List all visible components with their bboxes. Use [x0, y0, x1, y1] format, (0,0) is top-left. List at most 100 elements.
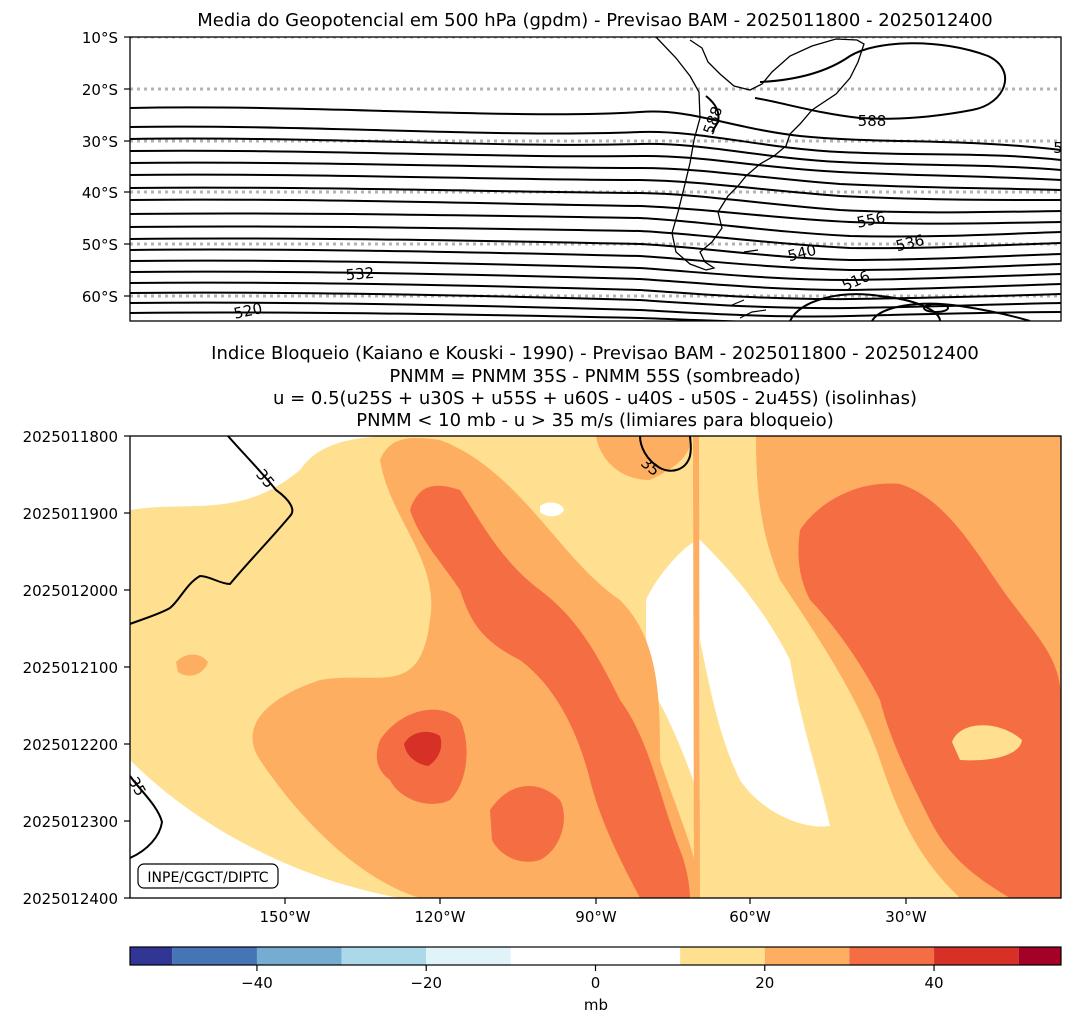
contour-528	[130, 281, 1061, 301]
y-tick-label: 30°S	[82, 133, 118, 151]
bottom-x-axis: 150°W 120°W 90°W 60°W 30°W	[260, 898, 927, 926]
shade-20-30	[252, 438, 700, 898]
top-y-axis: 10°S 20°S 30°S 40°S 50°S 60°S	[82, 29, 130, 306]
bottom-title-line-3: u = 0.5(u25S + u30S + u55S + u60S - u40S…	[273, 388, 917, 409]
contour-524	[130, 291, 1061, 310]
contour-580	[130, 125, 1061, 161]
contour-572	[130, 149, 1061, 181]
contour-low-center	[923, 303, 949, 313]
credit-text: INPE/CGCT/DIPTC	[147, 870, 268, 886]
contour-584	[130, 106, 1061, 151]
isoline-u35-top-right	[639, 436, 692, 472]
date-tick-label: 2025012200	[23, 736, 118, 754]
colorbar-ticks: −40 −20 0 20 40	[241, 965, 944, 992]
y-tick-label: 40°S	[82, 184, 118, 202]
date-tick-label: 2025012000	[23, 582, 118, 600]
colorbar-segments	[130, 947, 1061, 965]
shade-east-patch	[952, 725, 1022, 761]
shade-20-30-top	[596, 436, 692, 480]
isoline-u35-top-left	[130, 436, 294, 625]
contour-low-2	[871, 302, 1031, 321]
date-tick-label: 2025012400	[23, 890, 118, 908]
bottom-chart-title: Indice Bloqueio (Kaiano e Kouski - 1990)…	[211, 343, 979, 431]
shade-30-40-diag	[410, 485, 690, 898]
isolines-u35	[130, 436, 692, 859]
colorbar-tick-label: 0	[591, 974, 601, 992]
hovmoller-plot: 35 35 35	[125, 436, 1061, 898]
colorbar: −40 −20 0 20 40 mb	[129, 946, 1062, 1014]
colorbar-segment	[256, 947, 342, 965]
colorbar-segment	[1018, 947, 1061, 965]
shade-thin-strip	[693, 436, 700, 898]
contour-536	[130, 259, 1061, 282]
isoline-label: 35	[125, 774, 150, 800]
shade-hole-east	[700, 540, 830, 827]
contour-label: 532	[345, 264, 375, 284]
contour-520	[130, 301, 1061, 318]
lon-tick-label: 90°W	[575, 908, 617, 926]
contour-540	[130, 248, 1061, 272]
shade-hole-west	[646, 540, 700, 800]
colorbar-tick-label: −20	[410, 974, 442, 992]
colorbar-tick-label: 20	[755, 974, 774, 992]
colorbar-segment	[934, 947, 1019, 965]
geopotential-contours	[130, 42, 1061, 321]
contour-556	[130, 198, 1061, 225]
colorbar-segment	[510, 947, 681, 965]
top-map: 588 588 5 556 536 540 516 532 520	[130, 37, 1063, 323]
lon-tick-label: 60°W	[729, 908, 771, 926]
top-axes-frame	[129, 36, 1062, 322]
contour-label: 588	[858, 112, 887, 130]
contour-552	[130, 212, 1061, 238]
contour-588-west	[705, 95, 720, 133]
date-tick-label: 2025011800	[23, 428, 118, 446]
contour-588-east	[754, 42, 1007, 120]
contour-548	[130, 225, 1061, 250]
top-chart-title: Media do Geopotencial em 500 hPa (gpdm) …	[197, 10, 993, 31]
date-tick-label: 2025012100	[23, 659, 118, 677]
top-gridlines	[130, 37, 1061, 298]
date-tick-label: 2025011900	[23, 505, 118, 523]
lon-tick-label: 120°W	[415, 908, 466, 926]
colorbar-segment	[426, 947, 511, 965]
y-tick-label: 60°S	[82, 288, 118, 306]
shade-30-40-east	[798, 483, 1061, 898]
contour-568	[130, 161, 1061, 191]
shade-west-patch	[176, 654, 208, 676]
colorbar-segment	[849, 947, 935, 965]
colorbar-tick-label: −40	[241, 974, 273, 992]
y-tick-label: 50°S	[82, 236, 118, 254]
shade-hole-small	[540, 502, 564, 517]
bottom-title-line-1: Indice Bloqueio (Kaiano e Kouski - 1990)…	[211, 343, 979, 364]
colorbar-segment	[764, 947, 850, 965]
colorbar-segment	[680, 947, 765, 965]
coastline-south-america	[655, 37, 865, 271]
colorbar-tick-label: 40	[924, 974, 943, 992]
contour-544	[130, 237, 1061, 262]
bottom-title-line-2: PNMM = PNMM 35S - PNMM 55S (sombreado)	[389, 366, 800, 387]
bottom-y-axis: 2025011800 2025011900 2025012000 2025012…	[23, 428, 130, 908]
colorbar-segment	[130, 947, 173, 965]
credit-box: INPE/CGCT/DIPTC	[137, 863, 279, 889]
shade-40-50	[404, 731, 442, 766]
top-contour-labels: 588 588 5 556 536 540 516 532 520	[232, 104, 1063, 323]
contour-516	[130, 311, 758, 321]
contour-564	[130, 173, 1061, 201]
lon-tick-label: 30°W	[885, 908, 927, 926]
contour-label: 556	[855, 208, 887, 232]
contour-label: 520	[232, 299, 264, 323]
shade-30-40-south	[490, 786, 564, 862]
y-tick-label: 10°S	[82, 29, 118, 47]
contour-label: 5	[1053, 139, 1063, 157]
contour-576	[130, 137, 1061, 171]
colorbar-segment	[341, 947, 427, 965]
colorbar-label: mb	[584, 996, 608, 1014]
y-tick-label: 20°S	[82, 81, 118, 99]
contour-532	[130, 270, 1061, 292]
lon-tick-label: 150°W	[260, 908, 311, 926]
contour-560	[130, 186, 1061, 214]
date-tick-label: 2025012300	[23, 813, 118, 831]
bottom-title-line-4: PNMM < 10 mb - u > 35 m/s (limiares para…	[356, 410, 833, 431]
colorbar-segment	[172, 947, 257, 965]
